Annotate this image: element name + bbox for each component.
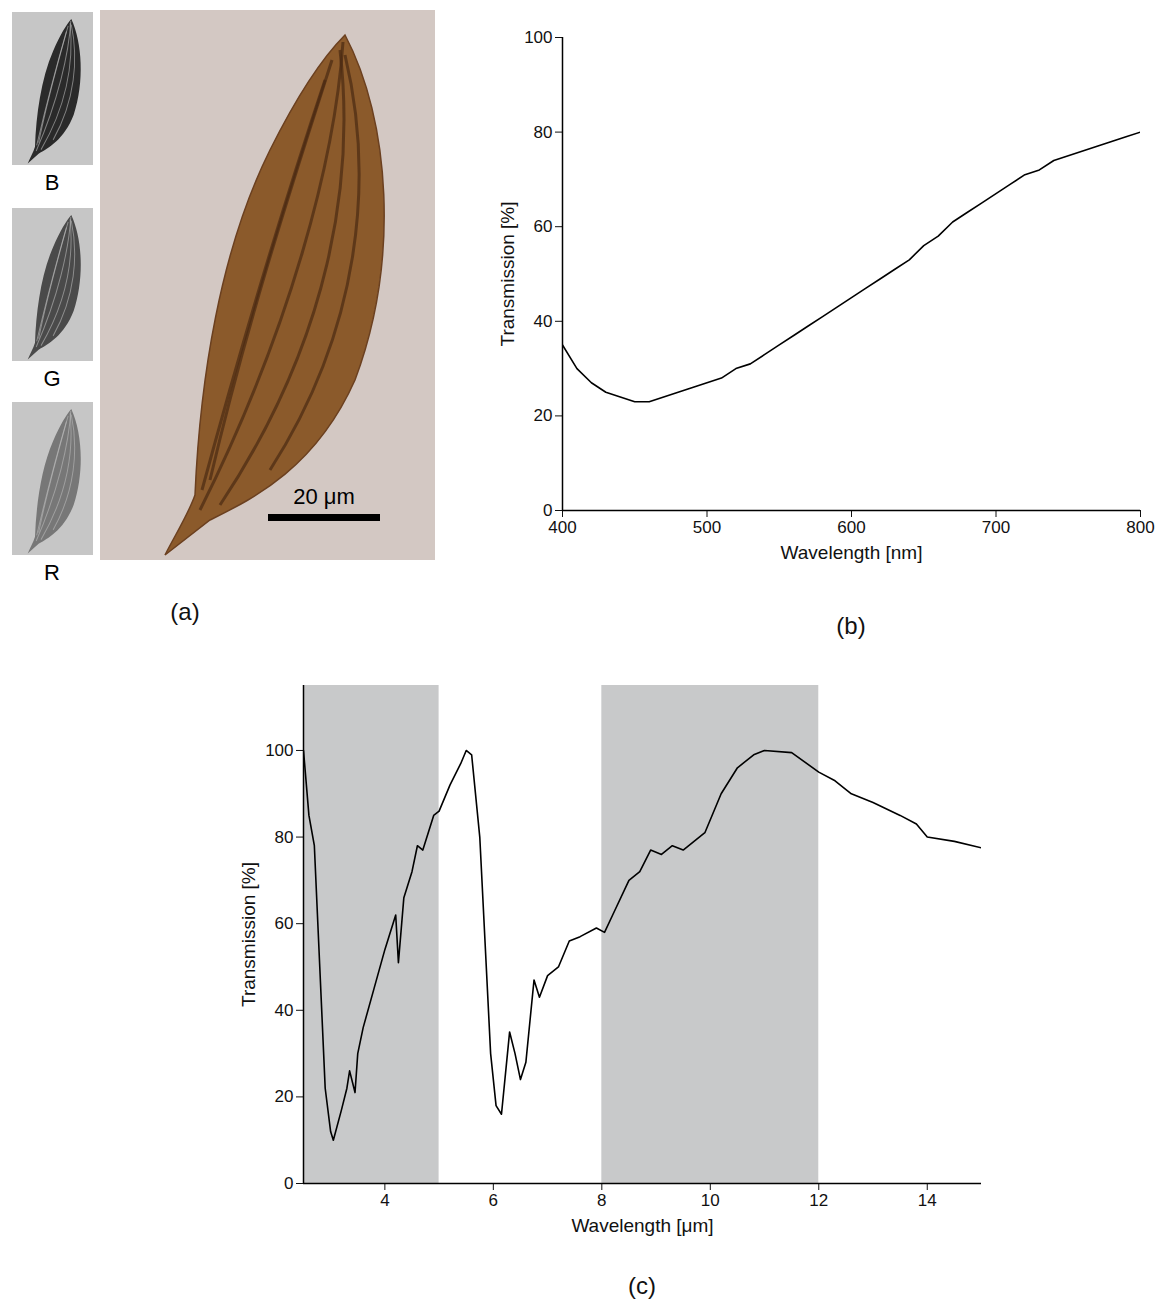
svg-text:6: 6: [489, 1191, 498, 1210]
svg-text:0: 0: [543, 500, 553, 520]
svg-text:800: 800: [1126, 518, 1154, 537]
svg-text:10: 10: [701, 1191, 720, 1210]
svg-text:R: R: [44, 560, 60, 585]
svg-text:80: 80: [275, 828, 294, 847]
svg-text:100: 100: [265, 741, 293, 760]
svg-text:700: 700: [982, 518, 1010, 537]
svg-text:Wavelength [nm]: Wavelength [nm]: [781, 542, 923, 563]
svg-text:20: 20: [534, 406, 553, 425]
svg-text:B: B: [45, 170, 60, 195]
svg-text:14: 14: [918, 1191, 937, 1210]
html-text:(a): (a): [170, 598, 200, 625]
svg-text:Wavelength [μm]: Wavelength [μm]: [571, 1215, 713, 1236]
svg-text:40: 40: [534, 312, 553, 331]
svg-text:600: 600: [837, 518, 865, 537]
svg-text:Transmission [%]: Transmission [%]: [238, 862, 259, 1007]
html-text:(b): (b): [836, 612, 866, 639]
svg-text:400: 400: [548, 518, 576, 537]
svg-text:20 μm: 20 μm: [293, 484, 355, 509]
svg-text:Transmission [%]: Transmission [%]: [497, 202, 518, 347]
svg-text:80: 80: [534, 123, 553, 142]
svg-text:40: 40: [275, 1001, 294, 1020]
svg-text:4: 4: [380, 1191, 389, 1210]
svg-text:60: 60: [534, 217, 553, 236]
html-text:(c): (c): [628, 1272, 656, 1299]
svg-text:20: 20: [275, 1087, 294, 1106]
svg-text:12: 12: [809, 1191, 828, 1210]
svg-text:60: 60: [275, 914, 294, 933]
svg-text:G: G: [43, 366, 60, 391]
svg-text:100: 100: [524, 28, 552, 47]
svg-text:500: 500: [693, 518, 721, 537]
svg-text:8: 8: [597, 1191, 606, 1210]
svg-text:0: 0: [284, 1174, 293, 1193]
